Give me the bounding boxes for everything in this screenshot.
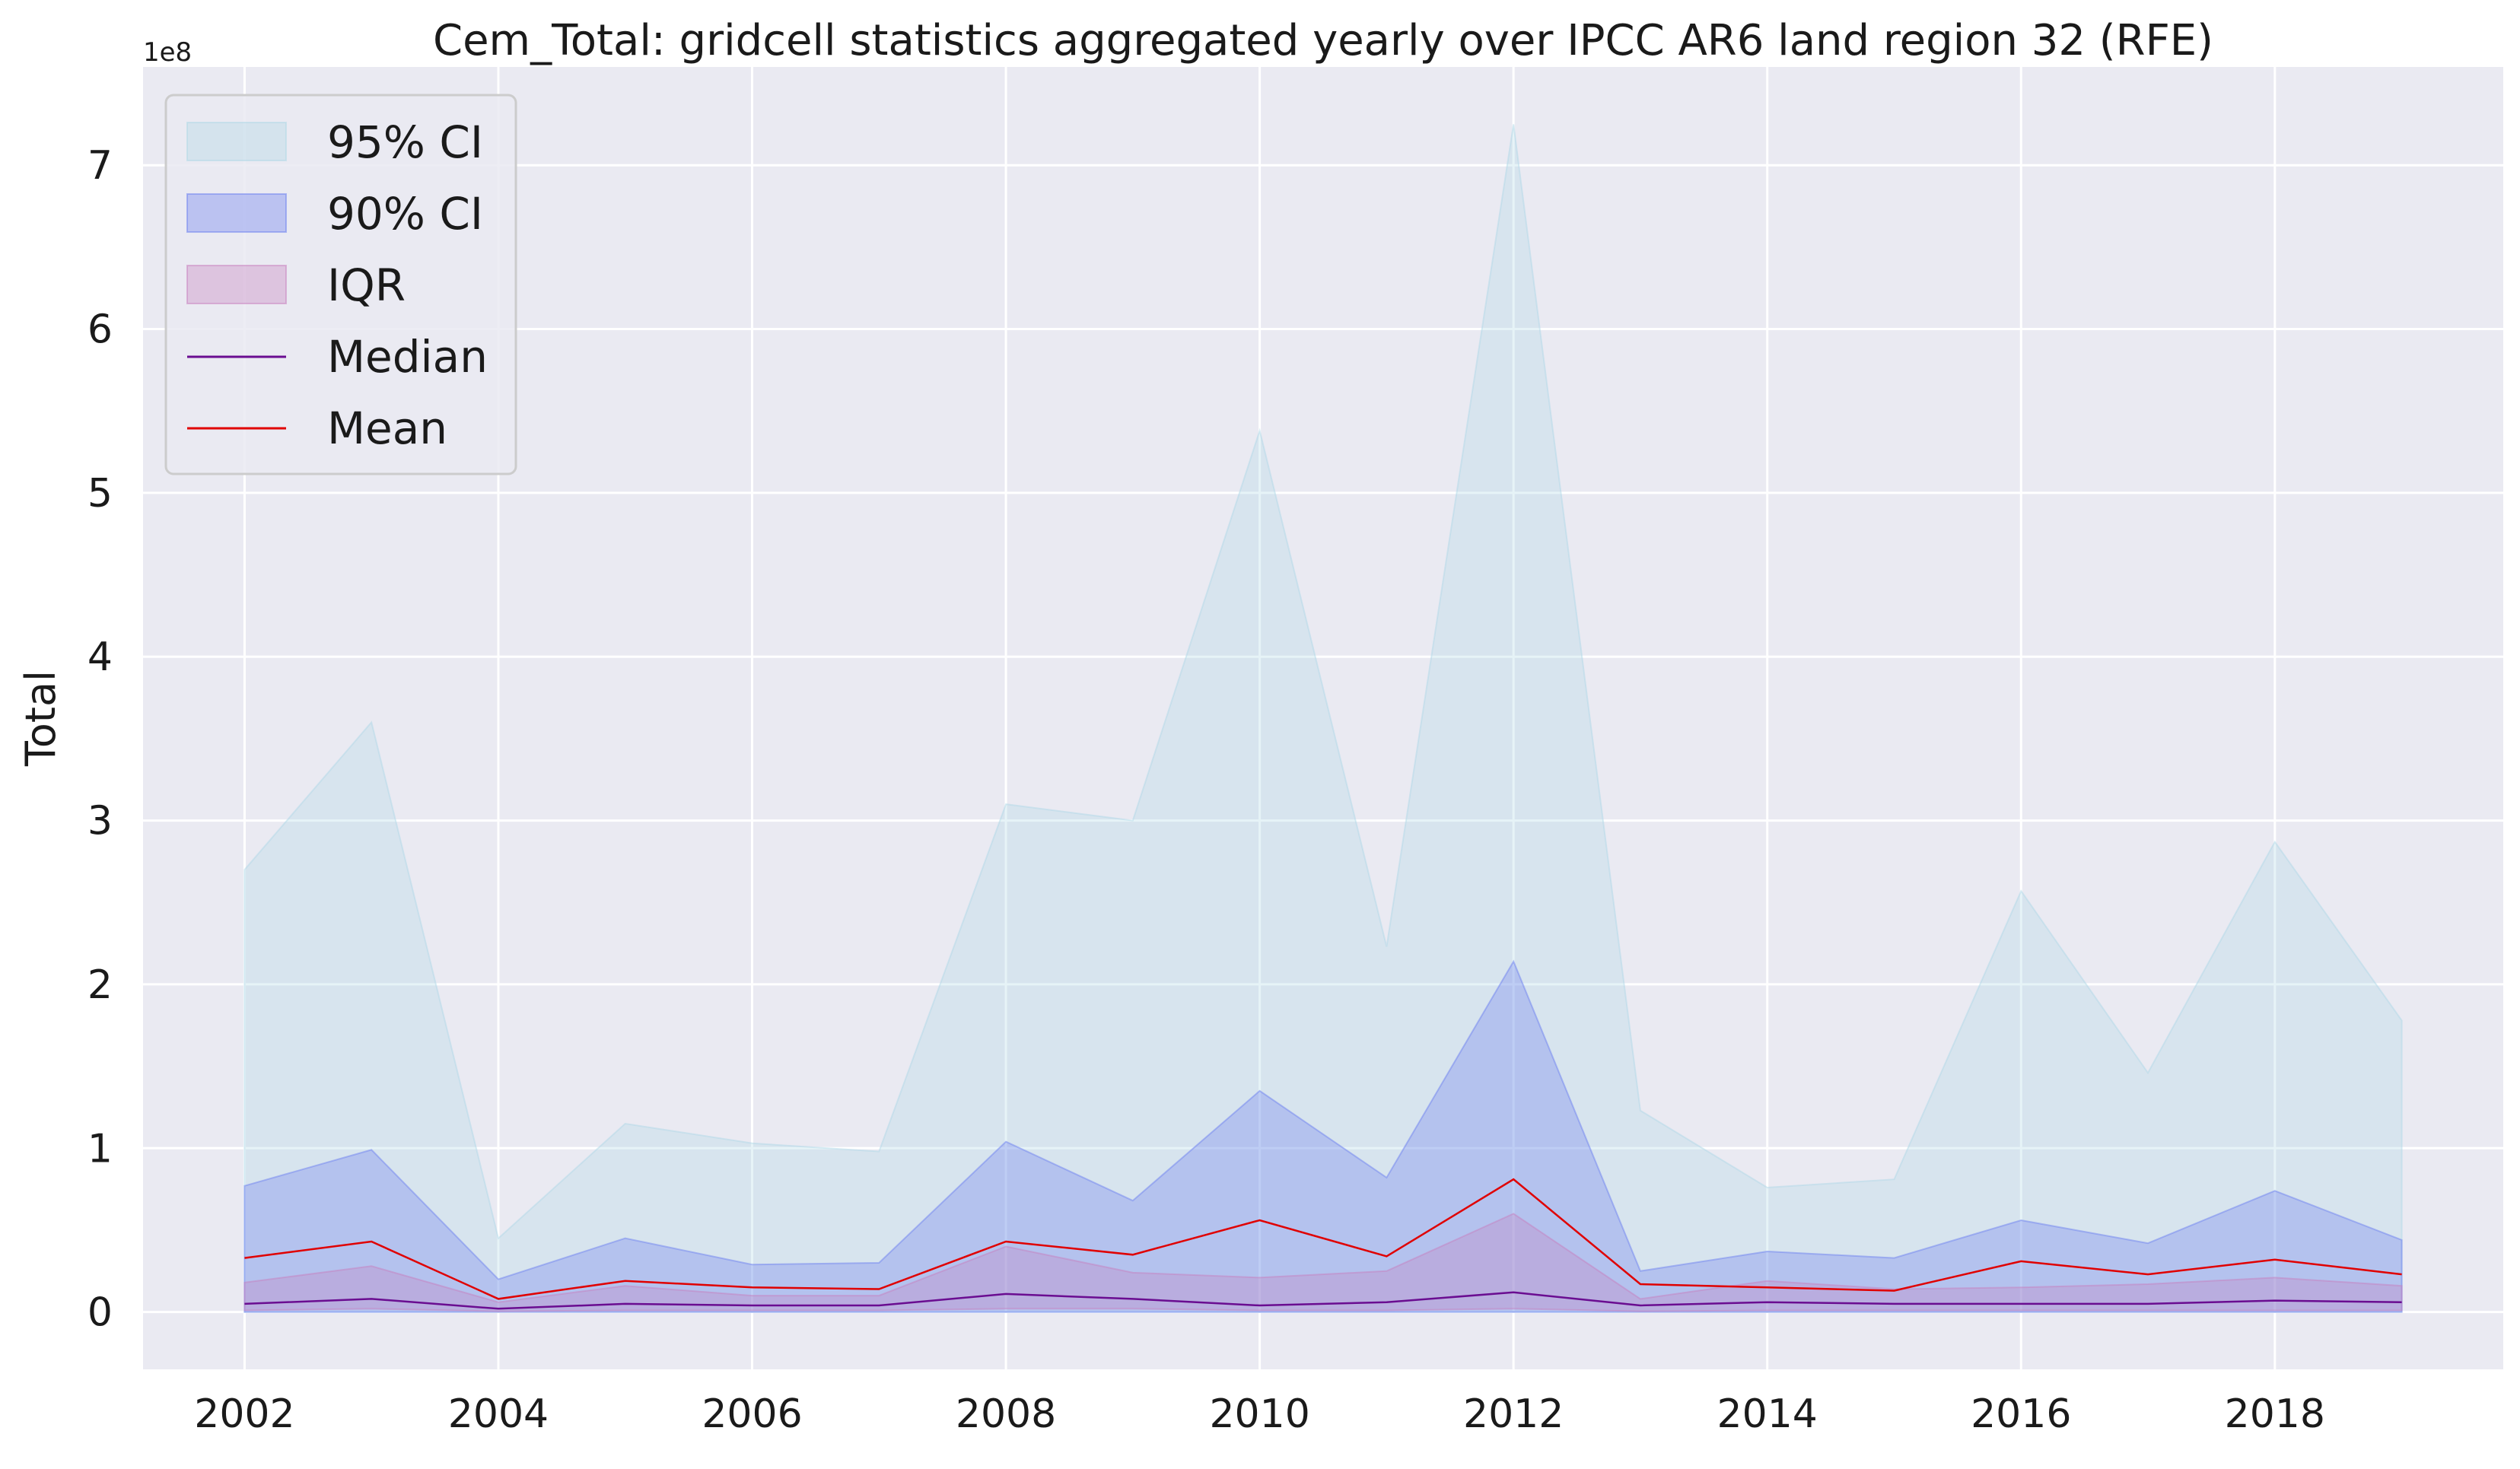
grid [143,67,2503,1369]
y-tick-label: 7 [88,143,113,189]
legend-swatch [186,122,287,161]
y-tick-label: 3 [88,799,113,844]
y-tick-label: 5 [88,471,113,517]
x-tick-label: 2002 [194,1391,294,1437]
y-tick-label: 2 [88,962,113,1008]
legend-label: IQR [327,259,406,311]
legend-label: 95% CI [327,116,483,168]
x-tick-label: 2004 [448,1391,549,1437]
y-axis-label: Total [17,670,65,767]
y-axis-ticks: 0 1 2 3 4 5 6 7 [88,143,113,1335]
y-tick-label: 4 [88,634,113,680]
plot-area [143,67,2503,1369]
legend-label: Mean [327,402,447,454]
line-median [244,1291,2402,1310]
x-axis-ticks: 2002 2004 2006 2008 2010 2012 2014 2016 2018 [194,1391,2325,1437]
x-tick-label: 2014 [1717,1391,1818,1437]
legend-box [164,94,517,475]
legend-swatch [186,265,287,304]
y-tick-label: 6 [88,307,113,353]
line-mean [244,1178,2402,1300]
legend-item: IQR [186,259,406,311]
x-tick-label: 2012 [1463,1391,1564,1437]
y-axis-offset-label: 1e8 [143,37,192,68]
x-tick-label: 2016 [1971,1391,2071,1437]
bands [243,124,2403,1313]
legend-label: Median [327,331,488,383]
band-iqr [243,1213,2403,1312]
x-tick-label: 2008 [956,1391,1056,1437]
x-tick-label: 2010 [1209,1391,1309,1437]
x-tick-label: 2018 [2225,1391,2325,1437]
band-90-ci [243,959,2403,1313]
band-95-ci [243,124,2403,1313]
legend-item: 90% CI [186,188,483,240]
legend-label: 90% CI [327,188,483,240]
legend-item: Median [187,331,488,383]
lines [244,1178,2402,1310]
legend: 95% CI 90% CI IQR Median Mean [164,94,517,475]
legend-swatch [186,193,287,233]
y-tick-label: 0 [88,1290,113,1336]
y-tick-label: 1 [88,1126,113,1172]
chart-title: Cem_Total: gridcell statistics aggregate… [433,16,2213,65]
legend-item: Mean [187,402,447,454]
legend-item: 95% CI [186,116,483,168]
x-tick-label: 2006 [702,1391,802,1437]
